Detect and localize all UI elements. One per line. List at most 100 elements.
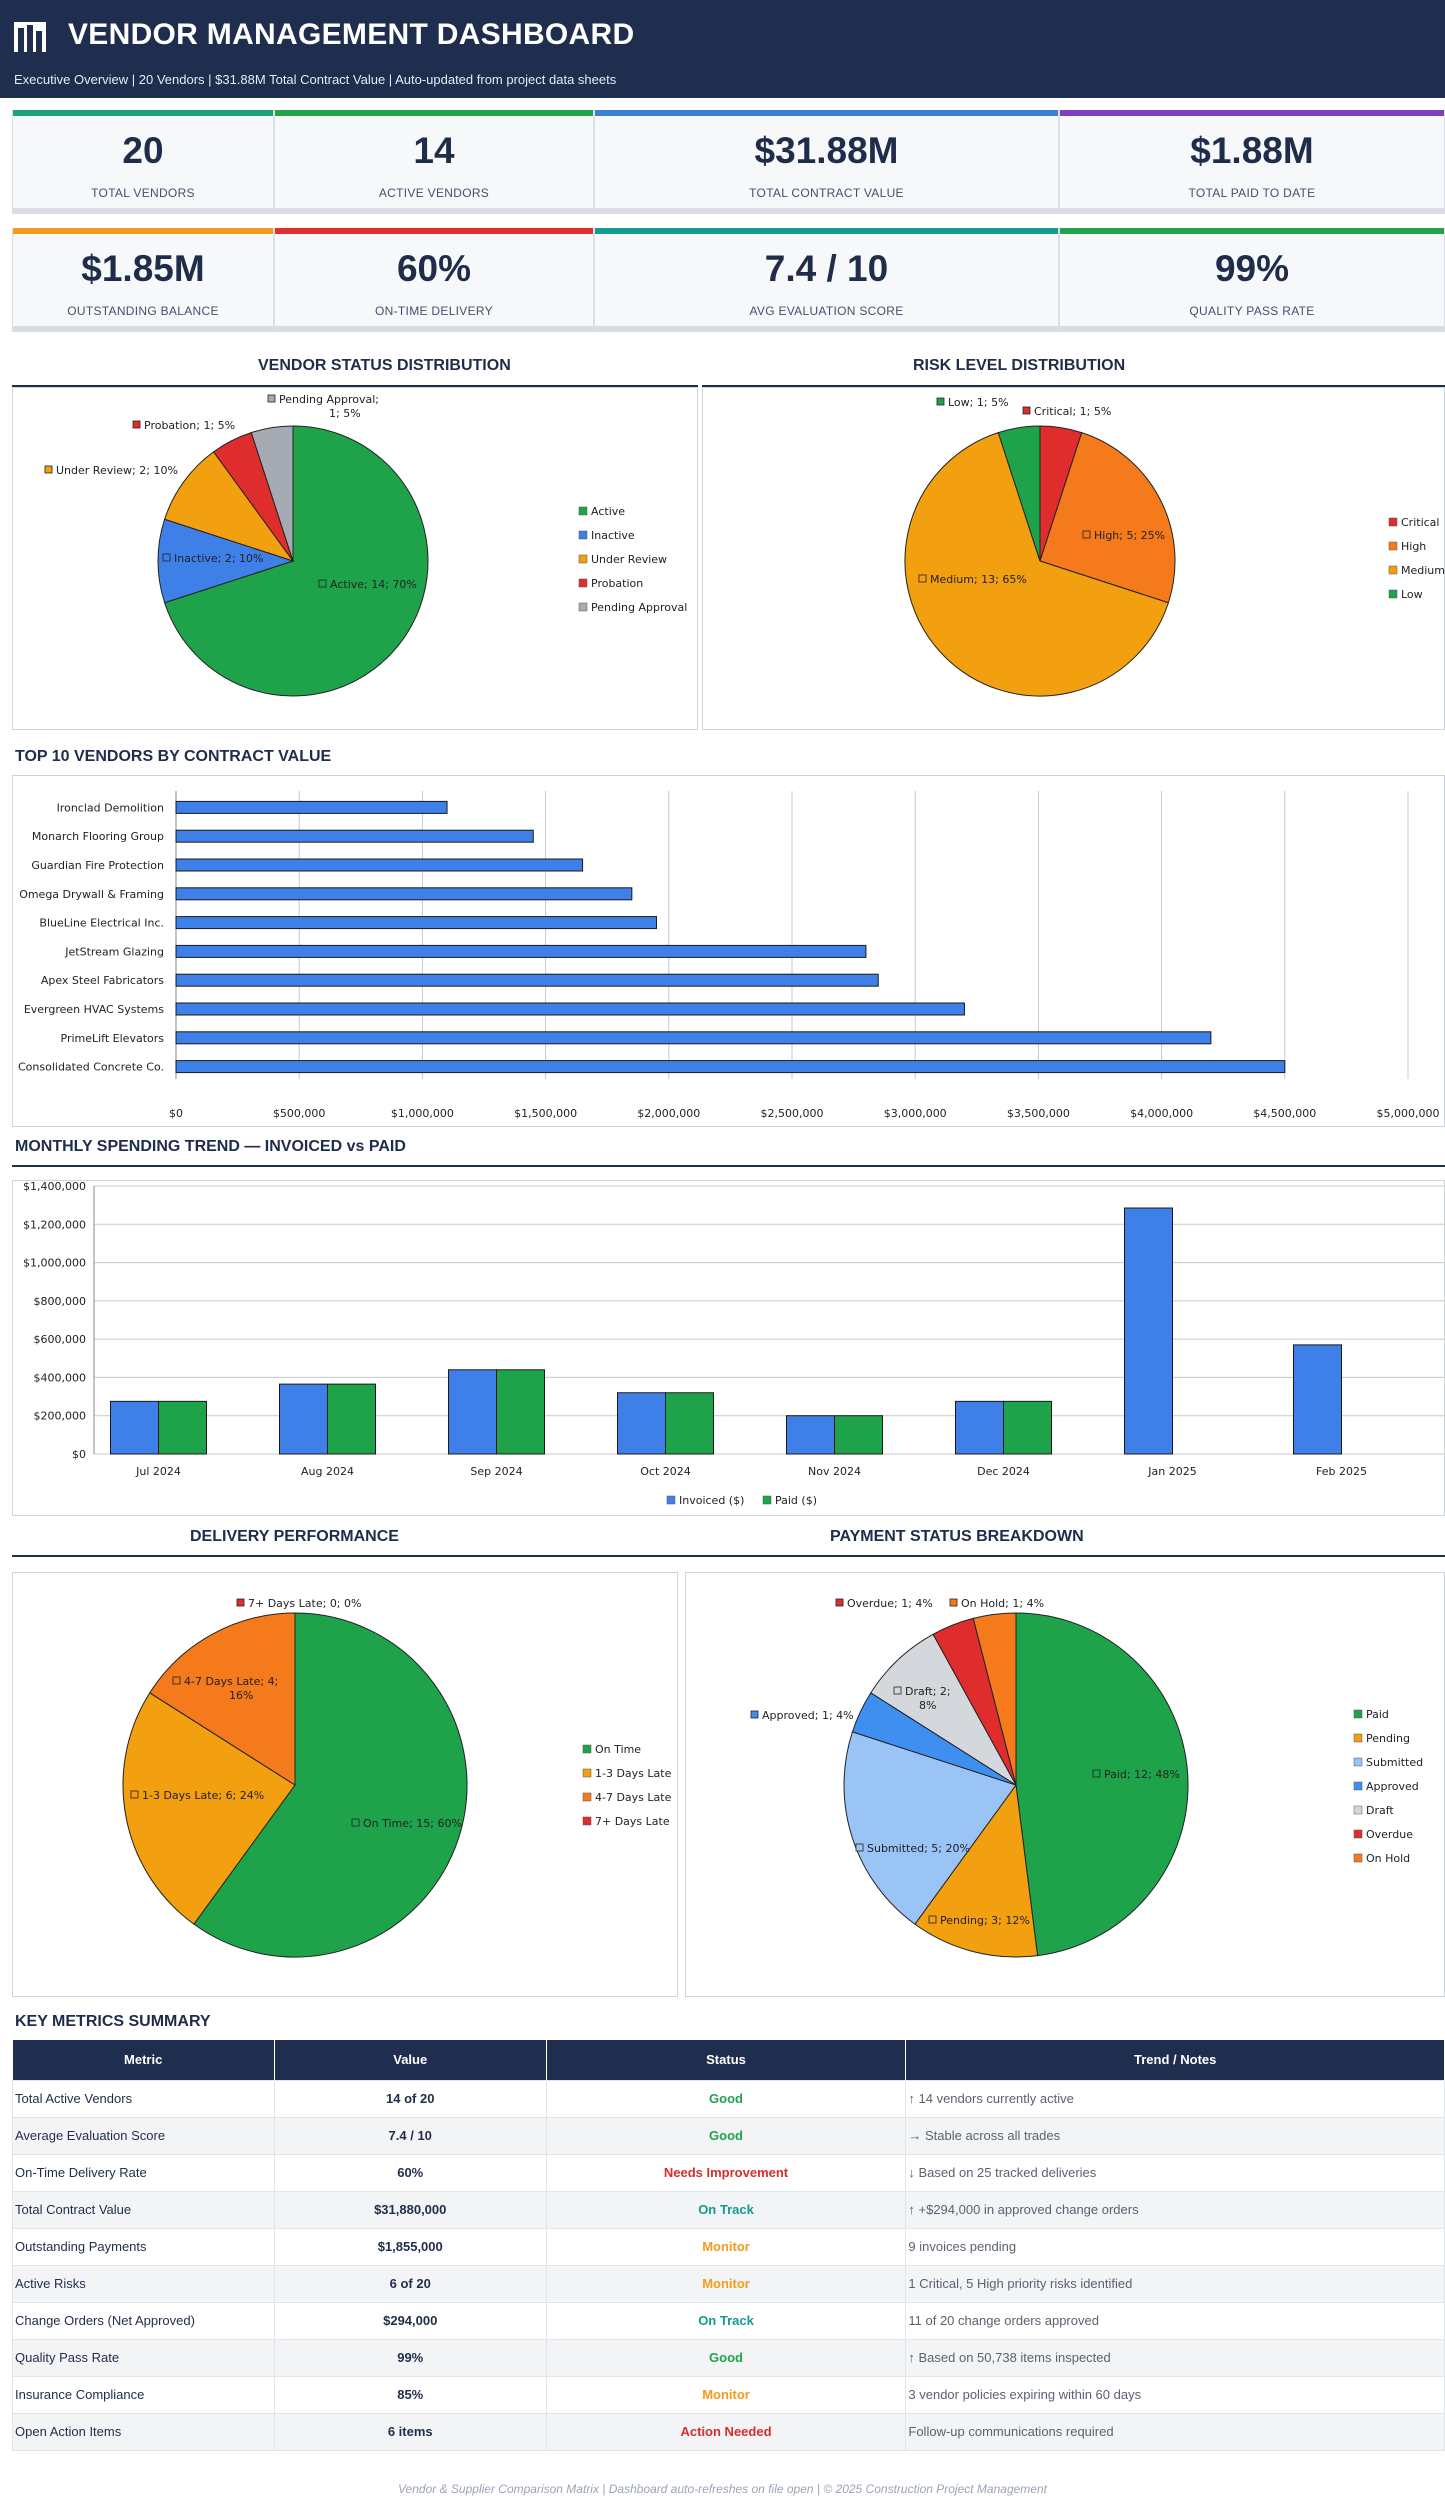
label-marker (130, 1790, 139, 1799)
table-cell-note: 11 of 20 change orders approved (905, 2301, 1445, 2340)
table-row: Insurance Compliance 85% Monitor 3 vendor p… (12, 2375, 1445, 2414)
table-cell-metric: Insurance Compliance (12, 2375, 275, 2414)
legend-swatch (666, 1495, 676, 1505)
pie-data-label: 7+ Days Late; 0; 0% (236, 1597, 361, 1610)
pie-slice (914, 1783, 1039, 1958)
bar (175, 973, 879, 987)
legend-swatch (578, 554, 588, 564)
pie-data-label: Pending Approval;1; 5% (267, 393, 379, 420)
pie-data-label-text: High; 5; 25% (1094, 529, 1165, 542)
table-cell-status: Action Needed (545, 2412, 907, 2451)
bar (834, 1415, 883, 1455)
table-cell-status: Good (545, 2079, 907, 2118)
legend-label: Under Review (591, 553, 667, 566)
delivery-chart-box: On Time; 15; 60% 1-3 Days Late; 6; 24% 4-7… (12, 1572, 678, 1997)
y-tick-label: Guardian Fire Protection (31, 859, 164, 872)
bar (158, 1400, 207, 1455)
pie-data-label-text: Under Review; 2; 10% (56, 464, 178, 477)
kpi-card: 99% QUALITY PASS RATE (1059, 228, 1445, 332)
pie-data-label-text: Draft; 2; (905, 1685, 951, 1698)
legend-swatch (582, 1768, 592, 1778)
pie-slice (904, 431, 1170, 697)
dashboard-header: VENDOR MANAGEMENT DASHBOARD Executive Ov… (0, 0, 1445, 98)
label-marker (318, 579, 327, 588)
x-tick-label: Sep 2024 (470, 1465, 522, 1478)
label-marker (835, 1598, 844, 1607)
table-cell-metric: Total Contract Value (12, 2190, 275, 2229)
bar (175, 944, 867, 958)
pie-data-label: On Time; 15; 60% (351, 1817, 462, 1830)
top10-bar-chart: $0 $500,000 $1,000,000 $1,500,000 $2,000,000… (18, 791, 1440, 1120)
delivery-pie-chart: On Time; 15; 60% 1-3 Days Late; 6; 24% 4-7… (122, 1597, 672, 1958)
table-cell-value: 85% (273, 2375, 547, 2414)
pie-data-label-text: Pending Approval; (279, 393, 379, 406)
kpi-value: $1.85M (81, 248, 205, 289)
pie-slice (149, 1612, 296, 1786)
kpi-card: 20 TOTAL VENDORS (12, 110, 274, 214)
kpi-accent-bar (13, 228, 273, 234)
bar (175, 1031, 1212, 1045)
pie-data-label: Probation; 1; 5% (132, 419, 235, 432)
legend-swatch (1353, 1853, 1363, 1863)
legend-label: Pending Approval (591, 601, 687, 614)
bar (175, 887, 633, 901)
key-metrics-table: Metric Value Status Trend / Notes Total … (12, 2040, 1445, 2451)
y-tick-label: Ironclad Demolition (57, 801, 164, 814)
bar (327, 1383, 376, 1455)
label-marker (1022, 406, 1031, 415)
x-tick-label: $5,000,000 (1377, 1107, 1440, 1120)
risk-title: RISK LEVEL DISTRIBUTION (913, 357, 1126, 374)
table-cell-metric: On-Time Delivery Rate (12, 2153, 275, 2192)
label-marker (351, 1818, 360, 1827)
pie-data-label: Submitted; 5; 20% (855, 1842, 970, 1855)
legend-swatch (1388, 517, 1398, 527)
label-marker (236, 1598, 245, 1607)
pie-data-label-text: 1; 5% (329, 407, 361, 420)
x-tick-label: Aug 2024 (301, 1465, 354, 1478)
pie-data-label-text: Low; 1; 5% (948, 396, 1009, 409)
table-cell-note: 9 invoices pending (905, 2227, 1445, 2266)
table-cell-status: Monitor (545, 2375, 907, 2414)
x-tick-label: $500,000 (273, 1107, 326, 1120)
bar (279, 1383, 328, 1455)
kpi-label: OUTSTANDING BALANCE (67, 304, 219, 318)
kpi-accent-bar (275, 110, 593, 116)
legend-label: Inactive (591, 529, 635, 542)
table-cell-value: $31,880,000 (273, 2190, 547, 2229)
pie-data-label: Low; 1; 5% (936, 396, 1009, 409)
x-tick-label: $4,500,000 (1253, 1107, 1316, 1120)
x-tick-label: Jul 2024 (135, 1465, 181, 1478)
legend-swatch (582, 1792, 592, 1802)
x-tick-label: $3,000,000 (884, 1107, 947, 1120)
kpi-label: TOTAL VENDORS (91, 186, 195, 200)
pie-data-label: Active; 14; 70% (318, 578, 417, 591)
pie-slice (157, 518, 295, 604)
y-tick-label: $400,000 (34, 1371, 87, 1384)
legend-swatch (1353, 1805, 1363, 1815)
label-marker (936, 397, 945, 406)
column-header: Trend / Notes (905, 2040, 1445, 2080)
table-row: Active Risks 6 of 20 Monitor 1 Critical, 5 … (12, 2264, 1445, 2303)
bar (175, 829, 534, 843)
table-cell-metric: Active Risks (12, 2264, 275, 2303)
column-header: Value (274, 2040, 547, 2080)
pie-data-label: Overdue; 1; 4% (835, 1597, 933, 1610)
pie-data-label-text: Inactive; 2; 10% (174, 552, 264, 565)
legend-swatch (762, 1495, 772, 1505)
pie-data-label-text: 4-7 Days Late; 4; (184, 1675, 278, 1688)
pie-slice (972, 1612, 1017, 1786)
x-tick-label: Feb 2025 (1316, 1465, 1367, 1478)
label-marker (928, 1915, 937, 1924)
pie-data-label: High; 5; 25% (1082, 529, 1165, 542)
top10-title: TOP 10 VENDORS BY CONTRACT VALUE (15, 748, 332, 765)
table-cell-note: ↓ Based on 25 tracked deliveries (905, 2153, 1445, 2192)
legend-label: Active (591, 505, 625, 518)
bar (175, 1060, 1286, 1074)
vendor-status-pie-chart: Active; 14; 70% Inactive; 2; 10% Under Rev… (44, 393, 687, 697)
legend-swatch (582, 1816, 592, 1826)
bar (1003, 1400, 1052, 1455)
kpi-label: ACTIVE VENDORS (378, 186, 490, 200)
label-marker (855, 1843, 864, 1852)
pie-slice (997, 425, 1041, 562)
pie-slice (193, 1612, 468, 1958)
